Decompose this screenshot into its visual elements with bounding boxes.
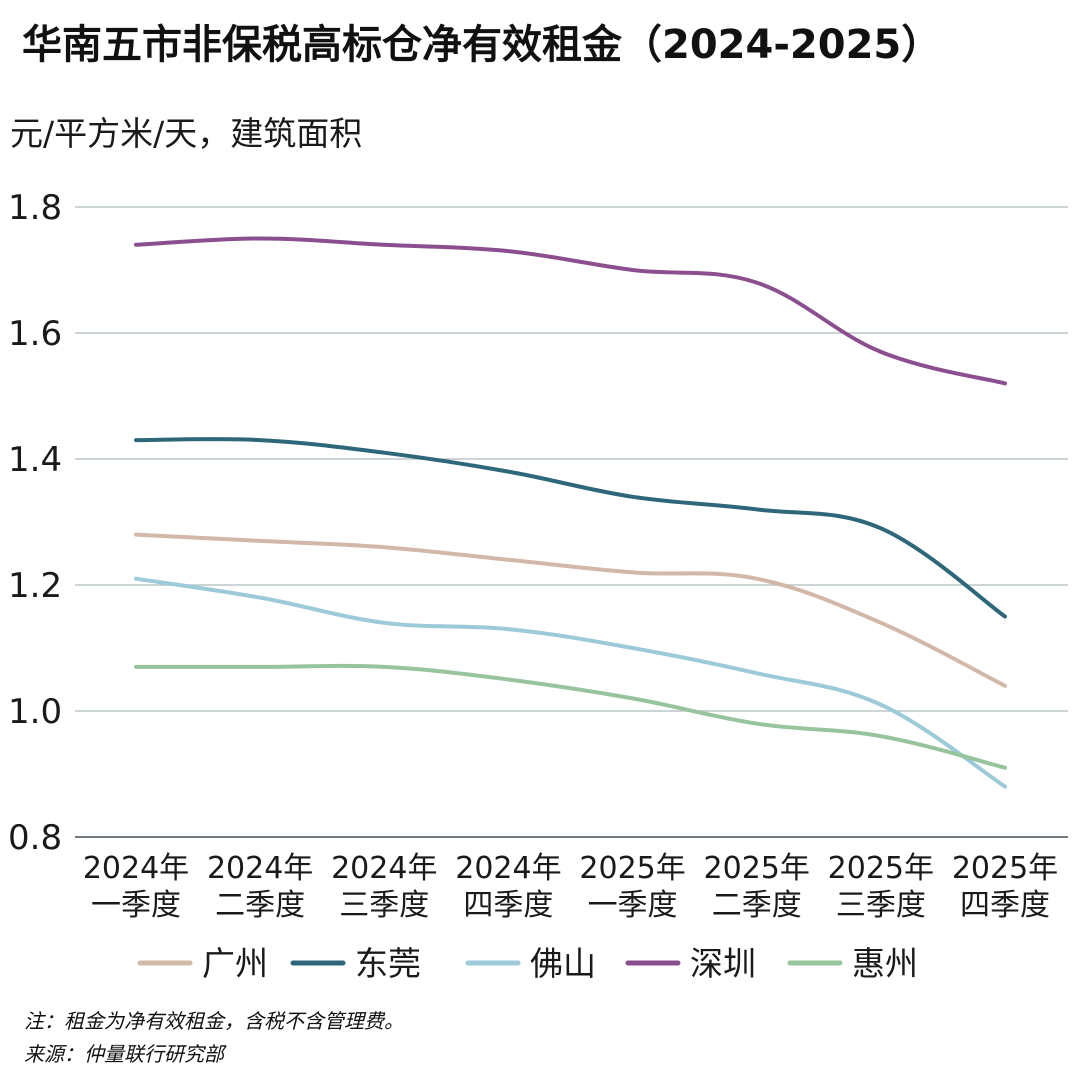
footnote-source: 来源：仲量联行研究部 bbox=[24, 1042, 227, 1066]
footnote-note: 注：租金为净有效租金，含税不含管理费。 bbox=[24, 1009, 404, 1033]
x-tick-label: 2025年 bbox=[828, 851, 934, 886]
series-line-4 bbox=[134, 236, 1007, 386]
chart-title: 华南五市非保税高标仓净有效租金（2024-2025） bbox=[22, 22, 941, 68]
y-tick-label: 1.2 bbox=[8, 566, 62, 606]
series-line-3 bbox=[134, 576, 1007, 789]
y-axis-unit-label: 元/平方米/天，建筑面积 bbox=[10, 114, 362, 153]
x-tick-label: 一季度 bbox=[91, 888, 181, 923]
x-tick-label: 2024年 bbox=[83, 851, 189, 886]
y-tick-label: 1.4 bbox=[8, 440, 62, 480]
series-line-5 bbox=[134, 663, 1007, 770]
y-tick-label: 1.8 bbox=[8, 188, 62, 228]
y-tick-label: 1.6 bbox=[8, 314, 62, 354]
legend-label: 深圳 bbox=[690, 944, 756, 983]
x-tick-label: 2025年 bbox=[704, 851, 810, 886]
x-tick-label: 2024年 bbox=[207, 851, 313, 886]
gridlines bbox=[75, 206, 1068, 838]
x-tick-label: 四季度 bbox=[960, 888, 1050, 923]
legend: 广州 东莞 佛山 深圳 惠州 bbox=[137, 944, 918, 983]
y-tick-label: 0.8 bbox=[8, 818, 62, 858]
series-lines bbox=[134, 236, 1007, 789]
x-tick-label: 二季度 bbox=[215, 888, 305, 923]
x-tick-label: 2024年 bbox=[455, 851, 561, 886]
legend-label: 惠州 bbox=[852, 944, 918, 983]
x-tick-label: 2024年 bbox=[331, 851, 437, 886]
legend-label: 东莞 bbox=[355, 944, 421, 983]
x-tick-label: 一季度 bbox=[588, 888, 678, 923]
x-tick-label: 三季度 bbox=[339, 888, 429, 923]
legend-label: 佛山 bbox=[530, 944, 596, 983]
y-axis-ticks: 0.8 1.0 1.2 1.4 1.6 1.8 bbox=[8, 188, 62, 858]
x-tick-label: 2025年 bbox=[579, 851, 685, 886]
series-line-1 bbox=[134, 532, 1007, 688]
series-line-2 bbox=[134, 437, 1007, 619]
y-tick-label: 1.0 bbox=[8, 692, 62, 732]
x-tick-label: 二季度 bbox=[712, 888, 802, 923]
legend-label: 广州 bbox=[202, 944, 268, 983]
x-axis-ticks: 2024年一季度2024年二季度2024年三季度2024年四季度2025年一季度… bbox=[83, 851, 1058, 923]
x-tick-label: 2025年 bbox=[952, 851, 1058, 886]
x-tick-label: 三季度 bbox=[836, 888, 926, 923]
x-tick-label: 四季度 bbox=[463, 888, 553, 923]
